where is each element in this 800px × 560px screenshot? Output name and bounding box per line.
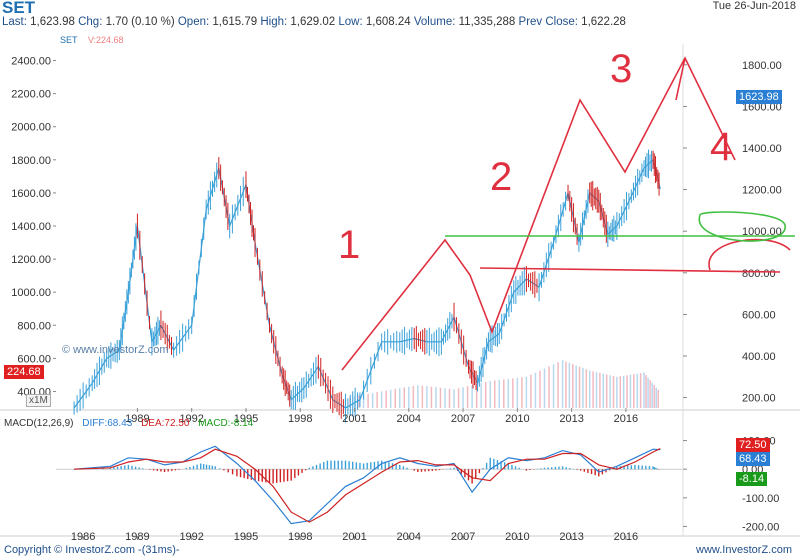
dea-badge: 72.50 bbox=[736, 438, 770, 452]
wave-label-3: 3 bbox=[610, 47, 632, 91]
x-tick-label: 2007 bbox=[451, 413, 475, 425]
bottom-x-tick-label: 2013 bbox=[559, 531, 583, 543]
bottom-x-tick-label: 2010 bbox=[505, 531, 529, 543]
support-line-annotation bbox=[479, 267, 781, 273]
wave-label-1: 1 bbox=[338, 223, 360, 267]
low-label: Low: bbox=[338, 16, 363, 28]
right-tick-label: 400.00 bbox=[742, 351, 776, 363]
x-tick-label: 1998 bbox=[288, 413, 312, 425]
chart-title: SET bbox=[2, 0, 36, 17]
chg-value: 1.70 (0.10 %) bbox=[105, 16, 175, 28]
legend-symbol: SET bbox=[60, 35, 78, 45]
price-tick-label: 2200.00 bbox=[11, 89, 51, 101]
x-tick-label: 1995 bbox=[234, 413, 258, 425]
high-label: High: bbox=[260, 16, 288, 28]
right-tick-label: 200.00 bbox=[742, 393, 776, 405]
bottom-x-tick-label: 2016 bbox=[614, 531, 638, 543]
chart-legend: SET V:224.68 bbox=[60, 35, 124, 45]
date-label: Tue 26-Jun-2018 bbox=[712, 0, 796, 12]
open-value: 1,615.79 bbox=[212, 16, 258, 28]
prevclose-value: 1,622.28 bbox=[581, 16, 626, 28]
macd-tick-label: -100.00 bbox=[742, 493, 779, 505]
macd-diff-line bbox=[74, 445, 661, 525]
volume-value: 11,335,288 bbox=[458, 16, 516, 28]
right-tick-label: 1400.00 bbox=[742, 143, 782, 155]
price-tick-label: 2000.00 bbox=[11, 122, 51, 134]
price-tick-label: 2400.00 bbox=[11, 56, 51, 68]
bottom-x-tick-label: 1995 bbox=[234, 531, 258, 543]
bottom-x-tick-label: 1989 bbox=[125, 531, 149, 543]
low-value: 1,608.24 bbox=[365, 16, 411, 28]
chg-label: Chg: bbox=[78, 16, 103, 28]
bottom-x-tick-label: 1998 bbox=[288, 531, 312, 543]
macd-tick-label: -200.00 bbox=[742, 521, 779, 533]
x-tick-label: 2010 bbox=[505, 413, 529, 425]
right-tick-label: 1200.00 bbox=[742, 185, 782, 197]
elliott-wave-annotation bbox=[341, 56, 736, 371]
x-tick-label: 1992 bbox=[179, 413, 203, 425]
price-badge: 1623.98 bbox=[736, 90, 782, 104]
period-button[interactable]: x1M bbox=[26, 394, 51, 407]
x-tick-label: 2016 bbox=[614, 413, 638, 425]
bottom-x-tick-label: 2007 bbox=[451, 531, 475, 543]
bottom-x-tick-label: 1992 bbox=[179, 531, 203, 543]
right-tick-label: 1800.00 bbox=[742, 60, 782, 72]
wave-label-2: 2 bbox=[490, 155, 512, 199]
x-tick-label: 2004 bbox=[397, 413, 421, 425]
x-tick-label: 2013 bbox=[559, 413, 583, 425]
price-tick-label: 1800.00 bbox=[11, 155, 51, 167]
footer-site-link[interactable]: www.InvestorZ.com bbox=[696, 544, 792, 556]
green-circle-annotation bbox=[698, 211, 786, 242]
right-tick-label: 1600.00 bbox=[742, 101, 782, 113]
macd-dea-line bbox=[74, 448, 661, 523]
macd-dea: DEA:72.50 bbox=[141, 418, 190, 429]
macd-diff: DIFF:68.43 bbox=[82, 418, 133, 429]
legend-volume: V:224.68 bbox=[87, 35, 124, 45]
bottom-x-tick-label: 2001 bbox=[342, 531, 366, 543]
price-tick-label: 1000.00 bbox=[11, 287, 51, 299]
watermark: © www.investorZ.com bbox=[62, 344, 169, 356]
open-label: Open: bbox=[177, 16, 210, 28]
price-tick-label: 1200.00 bbox=[11, 254, 51, 266]
volume-label: Volume: bbox=[413, 16, 456, 28]
last-label: Last: bbox=[2, 16, 27, 28]
x-tick-label: 1989 bbox=[125, 413, 149, 425]
macd-name: MACD(12,26,9) bbox=[4, 418, 74, 429]
price-tick-label: 800.00 bbox=[17, 320, 51, 332]
bottom-x-tick-label: 2004 bbox=[397, 531, 421, 543]
macd-legend: MACD(12,26,9) DIFF:68.43 DEA:72.50 MACD:… bbox=[4, 418, 253, 429]
price-tick-label: 1400.00 bbox=[11, 221, 51, 233]
prevclose-label: Prev Close: bbox=[518, 16, 578, 28]
volume-badge: 224.68 bbox=[4, 365, 44, 379]
quote-bar: Last: 1,623.98 Chg: 1.70 (0.10 %) Open: … bbox=[2, 16, 626, 28]
circle-annotation bbox=[708, 238, 791, 271]
diff-badge: 68.43 bbox=[736, 452, 770, 466]
price-tick-label: 1600.00 bbox=[11, 188, 51, 200]
price-tick-label: 600.00 bbox=[17, 353, 51, 365]
right-tick-label: 800.00 bbox=[742, 268, 776, 280]
high-value: 1,629.02 bbox=[290, 16, 336, 28]
macd-value: MACD:-8.14 bbox=[198, 418, 254, 429]
macd-badge: -8.14 bbox=[736, 472, 768, 486]
bottom-x-tick-label: 1986 bbox=[71, 531, 95, 543]
wave-label-4: 4 bbox=[710, 125, 732, 169]
footer-copyright: Copyright © InvestorZ.com -(31ms)- bbox=[4, 544, 180, 556]
last-value: 1,623.98 bbox=[30, 16, 75, 28]
right-tick-label: 600.00 bbox=[742, 309, 776, 321]
x-tick-label: 2001 bbox=[342, 413, 366, 425]
